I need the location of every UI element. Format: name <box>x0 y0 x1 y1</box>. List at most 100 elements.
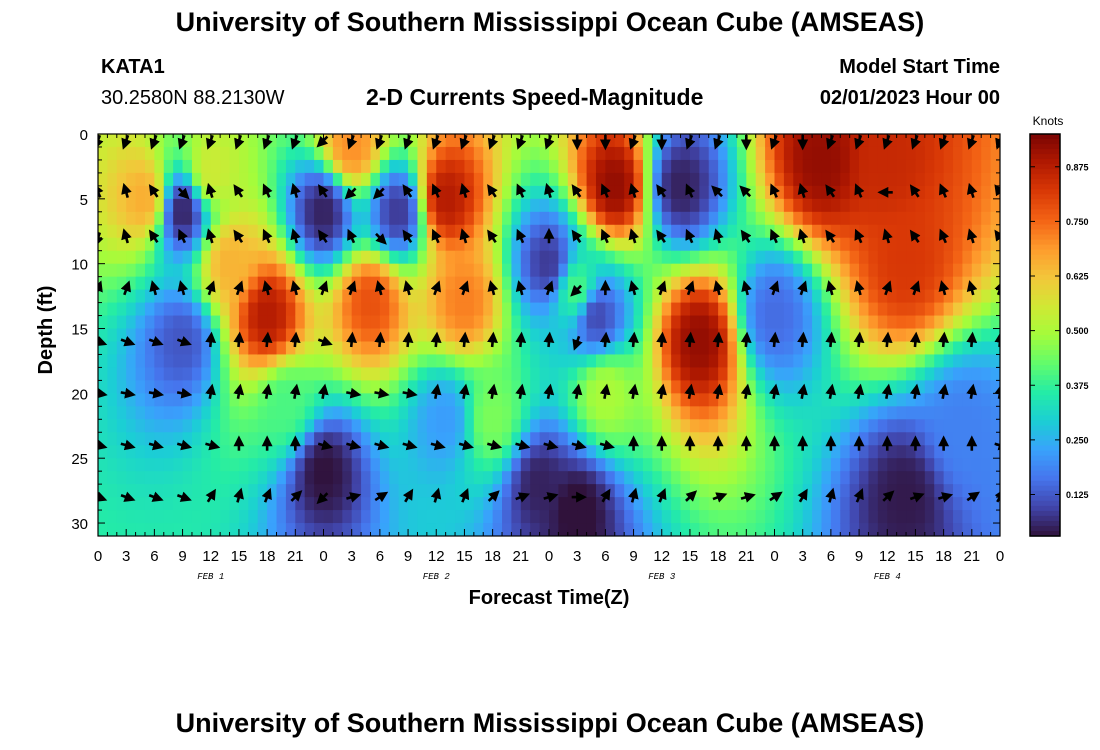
heatmap-cell <box>426 445 437 459</box>
heatmap-cell <box>727 134 738 148</box>
current-arrow <box>853 488 864 503</box>
x-tick-label: 6 <box>376 548 384 565</box>
heatmap-cell <box>868 224 879 239</box>
current-arrow <box>262 228 273 244</box>
current-arrow <box>571 184 583 198</box>
heatmap-cell <box>840 510 851 524</box>
heatmap-cell <box>417 419 428 433</box>
heatmap-cell <box>727 445 738 459</box>
heatmap-cell <box>774 211 785 226</box>
heatmap-cell <box>840 432 851 446</box>
heatmap-cell <box>464 263 475 278</box>
heatmap-cell <box>774 432 785 446</box>
heatmap-cell <box>746 302 757 317</box>
heatmap-cell <box>436 328 447 343</box>
heatmap-cell <box>586 471 597 485</box>
heatmap-cell <box>746 237 757 252</box>
heatmap-cell <box>774 484 785 498</box>
heatmap-cell <box>689 172 700 187</box>
colorbar-tick-label: 0.250 <box>1066 435 1089 445</box>
heatmap-cell <box>755 172 766 187</box>
heatmap-cell <box>943 367 954 381</box>
heatmap-cell <box>990 341 1000 356</box>
current-arrow <box>882 490 895 502</box>
heatmap-cell <box>812 289 823 304</box>
colorbar-swatch <box>1030 515 1060 522</box>
heatmap-cell <box>840 497 851 511</box>
heatmap-cell <box>671 510 682 524</box>
heatmap-cell <box>708 172 719 187</box>
heatmap-cell <box>802 367 813 381</box>
heatmap-cell <box>877 393 888 407</box>
heatmap-cell <box>502 159 513 174</box>
current-arrow <box>684 280 695 296</box>
heatmap-cell <box>558 523 569 536</box>
heatmap-cell <box>398 289 409 304</box>
heatmap-cell <box>868 276 879 291</box>
heatmap-cell <box>135 134 146 148</box>
heatmap-cell <box>868 354 879 369</box>
heatmap-cell <box>502 250 513 265</box>
model-start-value: 02/01/2023 Hour 00 <box>819 87 1000 109</box>
heatmap-cell <box>812 497 823 511</box>
heatmap-cell <box>652 471 663 485</box>
heatmap-cell <box>445 224 456 239</box>
heatmap-cell <box>887 406 898 420</box>
heatmap-cell <box>859 497 870 511</box>
heatmap-cell <box>680 198 691 213</box>
heatmap-cell <box>201 419 212 433</box>
heatmap-cell <box>408 250 419 265</box>
heatmap-cell <box>144 523 155 536</box>
heatmap-cell <box>774 328 785 343</box>
heatmap-cell <box>642 159 653 174</box>
heatmap-cell <box>154 445 165 459</box>
heatmap-cell <box>389 289 400 304</box>
heatmap-cell <box>549 497 559 511</box>
heatmap-cell <box>116 315 127 330</box>
heatmap-cell <box>426 419 437 433</box>
colorbar-swatch <box>1030 229 1060 236</box>
heatmap-cell <box>398 341 409 356</box>
heatmap-cell <box>314 146 325 161</box>
heatmap-cell <box>163 250 174 265</box>
heatmap-cell <box>163 497 174 511</box>
heatmap-cell <box>267 198 278 213</box>
heatmap-cell <box>962 497 973 511</box>
heatmap-cell <box>765 419 776 433</box>
heatmap-cell <box>445 328 456 343</box>
current-arrow <box>995 136 1000 150</box>
heatmap-cell <box>661 458 672 472</box>
heatmap-cell <box>699 341 710 356</box>
heatmap-cell <box>342 289 353 304</box>
heatmap-cell <box>689 406 700 420</box>
heatmap-cell <box>736 367 747 381</box>
heatmap-cell <box>896 250 907 265</box>
heatmap-cell <box>586 237 597 252</box>
heatmap-cell <box>877 523 888 536</box>
heatmap-cell <box>116 419 127 433</box>
heatmap-cell <box>220 263 231 278</box>
heatmap-cell <box>370 237 381 252</box>
heatmap-cell <box>426 146 437 161</box>
heatmap-cell <box>295 432 306 446</box>
heatmap-cell <box>182 211 193 226</box>
heatmap-cell <box>238 211 249 226</box>
heatmap-cell <box>351 263 362 278</box>
heatmap-cell <box>859 419 870 433</box>
heatmap-cell <box>436 237 447 252</box>
heatmap-cell <box>304 146 315 161</box>
heatmap-cell <box>652 393 663 407</box>
heatmap-cell <box>642 134 653 148</box>
heatmap-cell <box>332 484 343 498</box>
current-arrow <box>966 182 978 198</box>
heatmap-cell <box>314 484 325 498</box>
heatmap-cell <box>971 172 982 187</box>
heatmap-cell <box>661 302 672 317</box>
heatmap-cell <box>718 341 729 356</box>
heatmap-cell <box>727 458 738 472</box>
heatmap-cell <box>154 380 165 394</box>
heatmap-cell <box>774 172 785 187</box>
heatmap-cell <box>661 250 672 265</box>
heatmap-cell <box>859 471 870 485</box>
heatmap-cell <box>445 354 456 369</box>
